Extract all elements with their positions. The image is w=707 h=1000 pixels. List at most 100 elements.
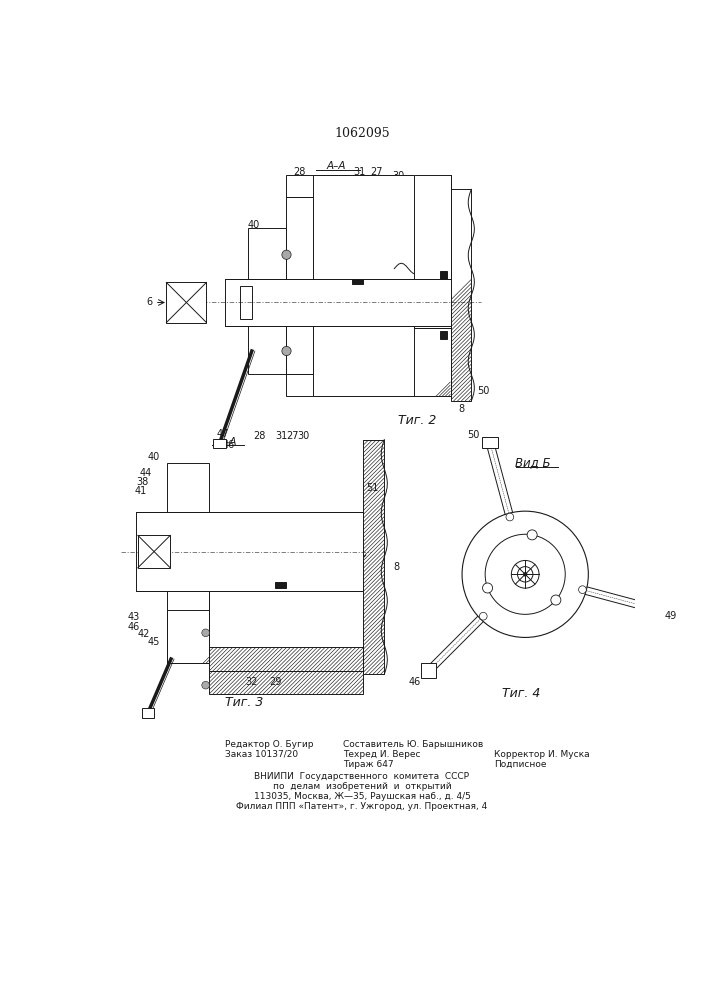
- Text: A–A: A–A: [218, 437, 237, 447]
- Bar: [225, 279, 450, 326]
- Polygon shape: [248, 228, 286, 374]
- Text: 44: 44: [139, 468, 152, 478]
- Text: 27: 27: [370, 167, 382, 177]
- Polygon shape: [209, 647, 363, 671]
- Text: 43: 43: [429, 304, 441, 314]
- Bar: [213, 439, 226, 448]
- Polygon shape: [414, 282, 450, 396]
- Text: 42: 42: [138, 629, 150, 639]
- Bar: [166, 282, 206, 323]
- Circle shape: [282, 346, 291, 356]
- Polygon shape: [414, 175, 450, 396]
- Bar: [275, 582, 286, 588]
- Text: 46: 46: [409, 677, 421, 687]
- Text: Τиг. 2: Τиг. 2: [398, 414, 437, 427]
- Circle shape: [518, 567, 533, 582]
- Text: 44: 44: [425, 264, 438, 274]
- Polygon shape: [286, 175, 450, 197]
- Text: 50: 50: [477, 386, 490, 396]
- Circle shape: [511, 560, 539, 588]
- Circle shape: [462, 511, 588, 637]
- Circle shape: [201, 629, 209, 637]
- Polygon shape: [286, 374, 450, 396]
- Bar: [440, 271, 448, 279]
- Circle shape: [578, 586, 586, 593]
- Polygon shape: [167, 588, 209, 663]
- Text: Составитель Ю. Барышников: Составитель Ю. Барышников: [343, 740, 483, 749]
- Bar: [421, 663, 436, 678]
- Text: 40: 40: [248, 220, 260, 230]
- Text: 31: 31: [275, 431, 287, 441]
- Bar: [141, 708, 154, 718]
- Bar: [209, 515, 363, 588]
- Text: 51: 51: [366, 483, 378, 493]
- Text: 37: 37: [421, 242, 433, 252]
- Text: 41: 41: [134, 486, 146, 496]
- Circle shape: [551, 595, 561, 605]
- Text: 40: 40: [147, 452, 160, 462]
- Text: 29: 29: [349, 388, 362, 398]
- Text: 28: 28: [293, 167, 305, 177]
- Bar: [136, 512, 363, 591]
- Bar: [240, 286, 252, 319]
- Text: Заказ 10137/20: Заказ 10137/20: [225, 750, 298, 759]
- Text: 42: 42: [429, 292, 441, 302]
- Text: A–A: A–A: [327, 161, 346, 171]
- Bar: [271, 515, 363, 588]
- Text: 1062095: 1062095: [335, 127, 390, 140]
- Text: 50: 50: [467, 430, 479, 440]
- Text: 39: 39: [265, 252, 277, 262]
- Circle shape: [523, 572, 527, 576]
- Text: 31: 31: [354, 167, 366, 177]
- Polygon shape: [450, 189, 472, 401]
- Text: ВНИИПИ  Государственного  комитета  СССР: ВНИИПИ Государственного комитета СССР: [255, 772, 469, 781]
- Text: 32: 32: [327, 388, 339, 398]
- Text: 41: 41: [429, 275, 441, 285]
- Bar: [167, 515, 209, 588]
- Text: Тираж 647: Тираж 647: [343, 760, 393, 769]
- Polygon shape: [286, 197, 313, 374]
- Text: Вид Б: Вид Б: [515, 456, 551, 469]
- Circle shape: [506, 513, 514, 521]
- Text: 32: 32: [245, 677, 258, 687]
- Text: 28: 28: [253, 431, 266, 441]
- Polygon shape: [209, 671, 363, 694]
- Text: 38: 38: [429, 282, 441, 292]
- Text: 8: 8: [458, 404, 464, 414]
- Text: Техред И. Верес: Техред И. Верес: [343, 750, 420, 759]
- Circle shape: [485, 534, 565, 614]
- Text: 29: 29: [269, 677, 281, 687]
- Text: 49: 49: [665, 611, 677, 621]
- Bar: [651, 602, 662, 617]
- Text: 43: 43: [128, 612, 140, 622]
- Text: Подписное: Подписное: [494, 760, 547, 769]
- Text: 30: 30: [298, 431, 310, 441]
- Polygon shape: [363, 440, 385, 674]
- Bar: [352, 279, 363, 284]
- Polygon shape: [414, 175, 450, 328]
- Text: Τиг. 4: Τиг. 4: [502, 687, 541, 700]
- Circle shape: [483, 583, 493, 593]
- Bar: [248, 279, 286, 326]
- Circle shape: [479, 612, 487, 620]
- Text: 38: 38: [136, 477, 148, 487]
- Text: 48: 48: [269, 241, 281, 251]
- Text: 6: 6: [146, 297, 153, 307]
- Text: 27: 27: [286, 431, 299, 441]
- Circle shape: [527, 530, 537, 540]
- Text: Корректор И. Муска: Корректор И. Муска: [494, 750, 590, 759]
- Text: Редактор О. Бугир: Редактор О. Бугир: [225, 740, 313, 749]
- Polygon shape: [167, 463, 209, 663]
- Text: по  делам  изобретений  и  открытий: по делам изобретений и открытий: [273, 782, 451, 791]
- Text: 45: 45: [429, 314, 441, 324]
- Text: Филиал ППП «Патент», г. Ужгород, ул. Проектная, 4: Филиал ППП «Патент», г. Ужгород, ул. Про…: [236, 802, 488, 811]
- Bar: [313, 175, 414, 396]
- Text: 46: 46: [128, 622, 140, 632]
- Circle shape: [201, 681, 209, 689]
- Text: 8: 8: [394, 562, 399, 572]
- Text: 45: 45: [147, 637, 160, 647]
- Bar: [482, 437, 498, 448]
- Bar: [440, 331, 448, 339]
- Bar: [414, 282, 450, 328]
- Text: 113035, Москва, Ж—35, Раушская наб., д. 4/5: 113035, Москва, Ж—35, Раушская наб., д. …: [254, 792, 470, 801]
